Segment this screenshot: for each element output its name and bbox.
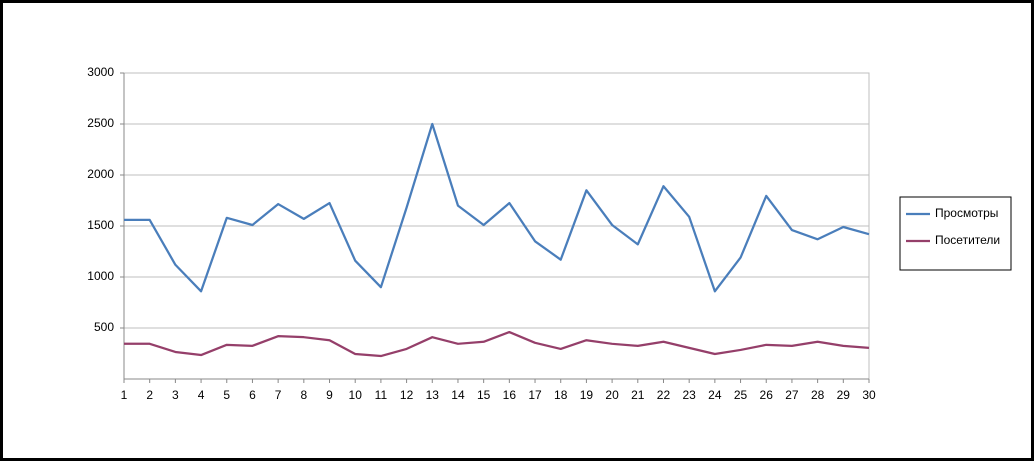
x-tick-label: 12 [400, 388, 414, 402]
y-tick-label: 1000 [87, 269, 114, 283]
x-tick-label: 29 [837, 388, 851, 402]
legend-label: Посетители [935, 233, 1000, 247]
x-tick-label: 9 [326, 388, 333, 402]
x-tick-label: 27 [785, 388, 799, 402]
y-tick-label: 2000 [87, 167, 114, 181]
x-tick-label: 15 [477, 388, 491, 402]
x-tick-label: 25 [734, 388, 748, 402]
x-tick-label: 3 [172, 388, 179, 402]
x-tick-label: 30 [862, 388, 876, 402]
x-tick-label: 19 [580, 388, 594, 402]
x-tick-label: 18 [554, 388, 568, 402]
y-tick-label: 2500 [87, 116, 114, 130]
y-tick-label: 3000 [87, 65, 114, 79]
legend-box [899, 196, 1012, 271]
x-tick-label: 10 [349, 388, 363, 402]
x-tick-label: 5 [223, 388, 230, 402]
x-tick-label: 7 [275, 388, 282, 402]
x-tick-label: 16 [503, 388, 517, 402]
x-tick-label: 28 [811, 388, 825, 402]
x-tick-label: 23 [682, 388, 696, 402]
x-tick-label: 13 [426, 388, 440, 402]
x-tick-label: 21 [631, 388, 645, 402]
x-tick-label: 14 [451, 388, 465, 402]
x-tick-label: 8 [300, 388, 307, 402]
x-tick-label: 17 [528, 388, 542, 402]
x-tick-label: 11 [375, 388, 388, 402]
legend-label: Просмотры [935, 206, 998, 220]
x-tick-label: 20 [605, 388, 619, 402]
y-tick-label: 1500 [87, 218, 114, 232]
x-tick-label: 6 [249, 388, 256, 402]
x-tick-label: 1 [121, 388, 128, 402]
series-line [124, 122, 870, 293]
y-tick-label: 500 [94, 320, 114, 334]
x-tick-label: 24 [708, 388, 722, 402]
x-tick-label: 2 [146, 388, 153, 402]
x-tick-label: 26 [760, 388, 774, 402]
x-tick-label: 22 [657, 388, 671, 402]
x-tick-label: 4 [198, 388, 205, 402]
series-line [124, 330, 870, 358]
